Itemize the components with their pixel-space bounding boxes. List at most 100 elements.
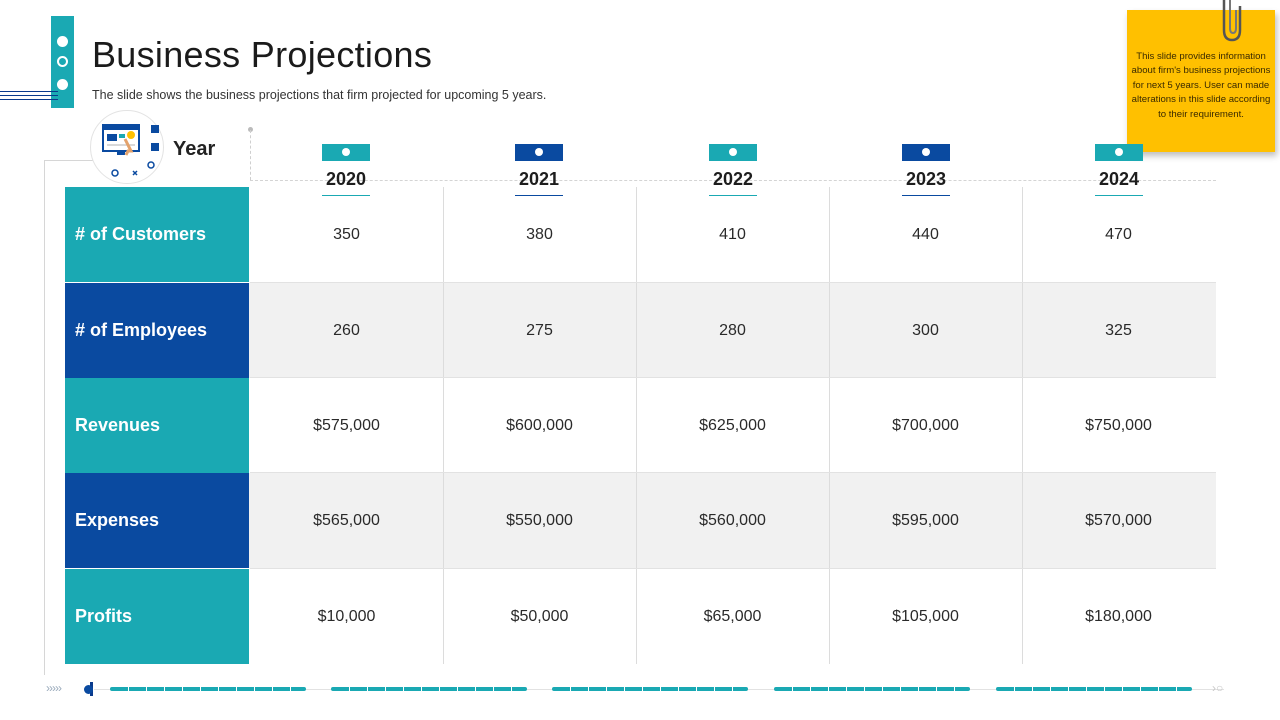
row-divider [250, 377, 1216, 378]
frame-line [44, 160, 94, 161]
page-title: Business Projections [92, 34, 433, 75]
timeline-tick [182, 686, 183, 692]
table-cell: $10,000 [317, 607, 376, 625]
accent-ring [57, 56, 68, 67]
column-divider [443, 187, 444, 664]
timeline-tick [439, 686, 440, 692]
table-cell: $575,000 [313, 416, 380, 434]
timeline-segment [774, 687, 970, 691]
timeline-dot [84, 685, 93, 694]
table-cell: $625,000 [699, 416, 766, 434]
table-cell: 260 [333, 321, 360, 339]
row-divider [250, 472, 1216, 473]
timeline-tick [1086, 686, 1087, 692]
timeline-tick [475, 686, 476, 692]
timeline-tick [642, 686, 643, 692]
header-rule [0, 91, 58, 92]
timeline-tick [349, 686, 350, 692]
table-cell: 470 [1105, 225, 1132, 243]
timeline-tick [236, 686, 237, 692]
timeline-tick [1158, 686, 1159, 692]
row-label: Profits [65, 569, 249, 664]
timeline-segment [110, 687, 306, 691]
table-cell: $65,000 [703, 607, 762, 625]
timeline-tick [1140, 686, 1141, 692]
year-header-2020: 2020 [322, 144, 370, 196]
timeline-decoration: ››››› ›○ [0, 680, 1280, 700]
timeline-tick [918, 686, 919, 692]
year-underline [709, 195, 757, 196]
table-cell: $50,000 [510, 607, 569, 625]
table-cell: $105,000 [892, 607, 959, 625]
page-subtitle: The slide shows the business projections… [92, 88, 547, 102]
year-label: Year [173, 138, 216, 160]
row-divider [250, 282, 1216, 283]
title-accent-bar [51, 16, 74, 108]
row-label: # of Employees [65, 283, 249, 378]
timeline-tick [1176, 686, 1177, 692]
table-cell: 440 [912, 225, 939, 243]
table-row-expenses: Expenses $565,000 $550,000 $560,000 $595… [65, 473, 1216, 568]
year-underline [322, 195, 370, 196]
table-cell: $550,000 [506, 511, 573, 529]
timeline-tick [164, 686, 165, 692]
timeline-tick [511, 686, 512, 692]
timeline-tick [660, 686, 661, 692]
table-cell: $700,000 [892, 416, 959, 434]
table-row-profits: Profits $10,000 $50,000 $65,000 $105,000… [65, 569, 1216, 664]
table-row-revenues: Revenues $575,000 $600,000 $625,000 $700… [65, 378, 1216, 473]
monitor-analytics-icon [90, 110, 164, 184]
timeline-tick [457, 686, 458, 692]
pin-icon [729, 148, 737, 156]
timeline-tick [1122, 686, 1123, 692]
table-cell: 275 [526, 321, 553, 339]
row-label: Expenses [65, 473, 249, 568]
paperclip-icon [1222, 0, 1242, 42]
timeline-tick [272, 686, 273, 692]
pin-icon [1115, 148, 1123, 156]
year-header-2021: 2021 [515, 144, 563, 196]
table-cell: $560,000 [699, 511, 766, 529]
timeline-tick [254, 686, 255, 692]
header-rule [0, 99, 58, 100]
connector-line [250, 130, 251, 180]
timeline-tick [128, 686, 129, 692]
year-tab [515, 144, 563, 161]
year-value: 2020 [325, 169, 367, 189]
year-header-2022: 2022 [709, 144, 757, 196]
chevrons-icon: ››››› [46, 681, 62, 695]
table-cell: 280 [719, 321, 746, 339]
timeline-tick [882, 686, 883, 692]
timeline-tick [936, 686, 937, 692]
timeline-tick [900, 686, 901, 692]
table-cell: $750,000 [1085, 416, 1152, 434]
year-value: 2021 [518, 169, 560, 189]
year-value: 2023 [905, 169, 947, 189]
timeline-tick [714, 686, 715, 692]
table-cell: $565,000 [313, 511, 380, 529]
timeline-tick [570, 686, 571, 692]
header-dashed-line [250, 180, 1216, 181]
accent-dot [57, 79, 68, 90]
table-cell: $600,000 [506, 416, 573, 434]
pin-icon [342, 148, 350, 156]
timeline-tick [403, 686, 404, 692]
pin-icon [922, 148, 930, 156]
table-cell: 325 [1105, 321, 1132, 339]
timeline-tick [421, 686, 422, 692]
accent-dot [57, 36, 68, 47]
timeline-tick [624, 686, 625, 692]
table-cell: $595,000 [892, 511, 959, 529]
column-divider [829, 187, 830, 664]
column-divider [636, 187, 637, 664]
timeline-tick [493, 686, 494, 692]
timeline-tick [828, 686, 829, 692]
timeline-segment [331, 687, 527, 691]
column-divider [1022, 187, 1023, 664]
timeline-tick [1014, 686, 1015, 692]
timeline-tick [588, 686, 589, 692]
sticky-note-text: This slide provides information about fi… [1131, 51, 1271, 120]
timeline-tick [732, 686, 733, 692]
sticky-note: This slide provides information about fi… [1127, 10, 1275, 152]
year-underline [515, 195, 563, 196]
